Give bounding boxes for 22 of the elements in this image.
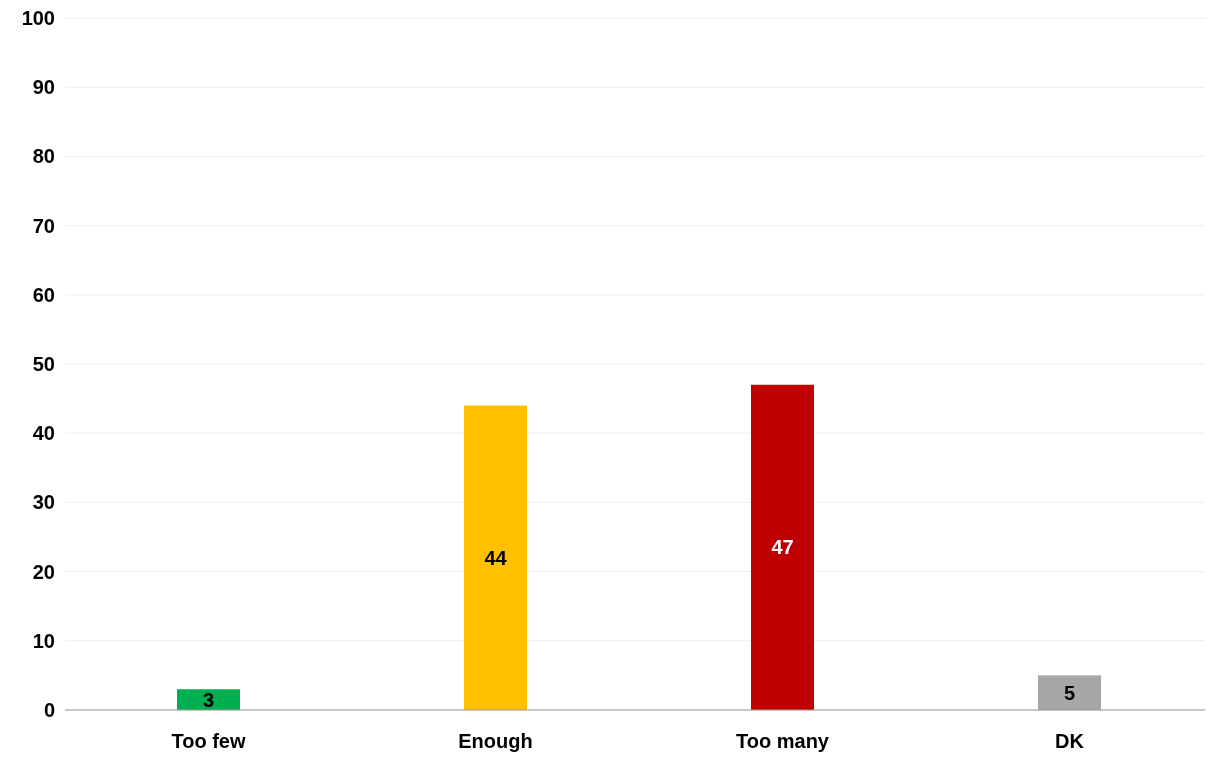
y-tick-label: 70 [32, 214, 55, 237]
y-tick-label: 0 [43, 699, 55, 721]
y-tick-label: 90 [32, 76, 55, 99]
x-tick-label: Too many [736, 730, 830, 752]
y-tick-label: 30 [32, 491, 55, 514]
y-tick-label: 60 [32, 283, 55, 306]
y-tick-label: 10 [32, 629, 55, 652]
data-label: 44 [484, 546, 508, 569]
bar [751, 384, 814, 710]
data-label: 5 [1063, 681, 1076, 704]
data-label: 3 [202, 688, 215, 711]
data-label: 47 [771, 536, 794, 559]
y-tick-label: 100 [21, 7, 55, 29]
y-tick-label: 20 [32, 560, 55, 583]
bar [464, 405, 527, 710]
y-tick-label: 50 [32, 353, 55, 375]
x-tick-label: Enough [458, 730, 533, 752]
y-tick-label: 40 [32, 422, 55, 445]
bar [1038, 675, 1101, 710]
y-tick-label: 80 [32, 145, 55, 168]
x-tick-label: DK [1055, 730, 1085, 752]
x-tick-label: Too few [171, 730, 246, 752]
